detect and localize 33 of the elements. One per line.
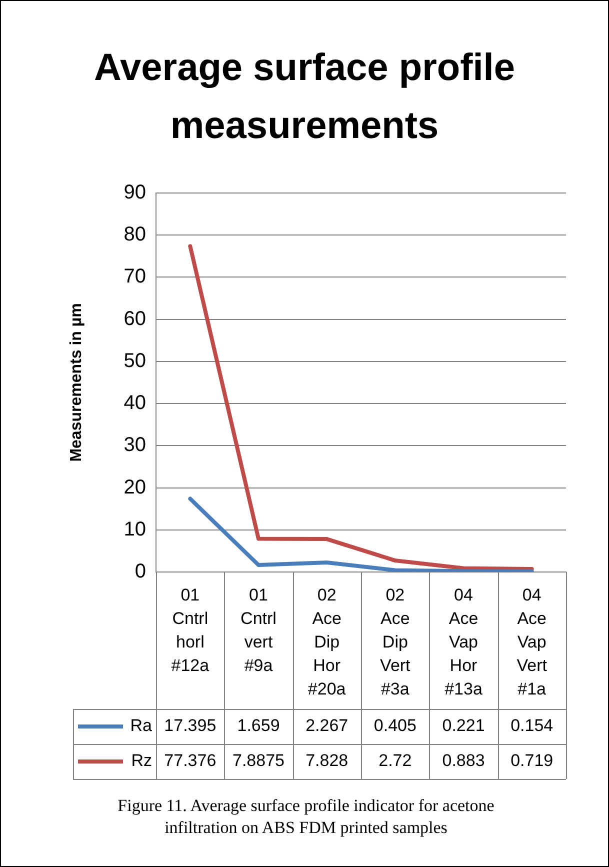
chart-title: Average surface profile measurements (93, 46, 516, 149)
y-tick-label: 40 (124, 392, 146, 414)
x-tick-label: 01 Cntrl vert #9a (240, 585, 276, 675)
legend-label: Ra (130, 716, 153, 736)
y-tick-label: 30 (124, 434, 146, 456)
y-tick-label: 20 (124, 476, 146, 498)
legend-label: Rz (131, 751, 152, 770)
data-label: 0.221 (442, 716, 485, 736)
data-label: 0.154 (510, 716, 554, 736)
x-tick-label: 01 Cntrl horl #12a (171, 585, 210, 675)
data-label: 0.405 (374, 716, 416, 736)
data-label: 0.883 (442, 751, 485, 770)
caption: Figure 11. Average surface profile indicator for acetone infiltration on ABS FDM printed samples (116, 795, 496, 839)
data-label: 1.659 (237, 716, 280, 736)
data-label: 7.8875 (232, 751, 284, 770)
x-tick-label: 02 Ace Dip Vert #3a (380, 585, 411, 698)
data-label: 77.376 (164, 751, 216, 770)
y-tick-label: 10 (124, 518, 146, 540)
data-label: 7.828 (306, 751, 348, 770)
data-label: 2.72 (378, 751, 412, 770)
y-tick-label: 60 (124, 308, 146, 330)
x-tick-label: 02 Ace Dip Hor #20a (308, 585, 346, 698)
data-label: 17.395 (164, 716, 216, 736)
data-label: 0.719 (510, 751, 554, 770)
y-tick-label: 70 (124, 266, 146, 288)
y-axis-title: Measurements in µm (68, 303, 86, 462)
y-tick-label: 50 (124, 350, 146, 372)
x-tick-label: 04 Ace Vap Hor #13a (444, 585, 483, 698)
y-tick-label: 0 (134, 560, 146, 583)
data-label: 2.267 (306, 716, 348, 736)
y-tick-label: 90 (124, 182, 146, 204)
x-tick-label: 04 Ace Vap Vert #1a (516, 585, 548, 698)
y-tick-label: 80 (124, 224, 146, 246)
